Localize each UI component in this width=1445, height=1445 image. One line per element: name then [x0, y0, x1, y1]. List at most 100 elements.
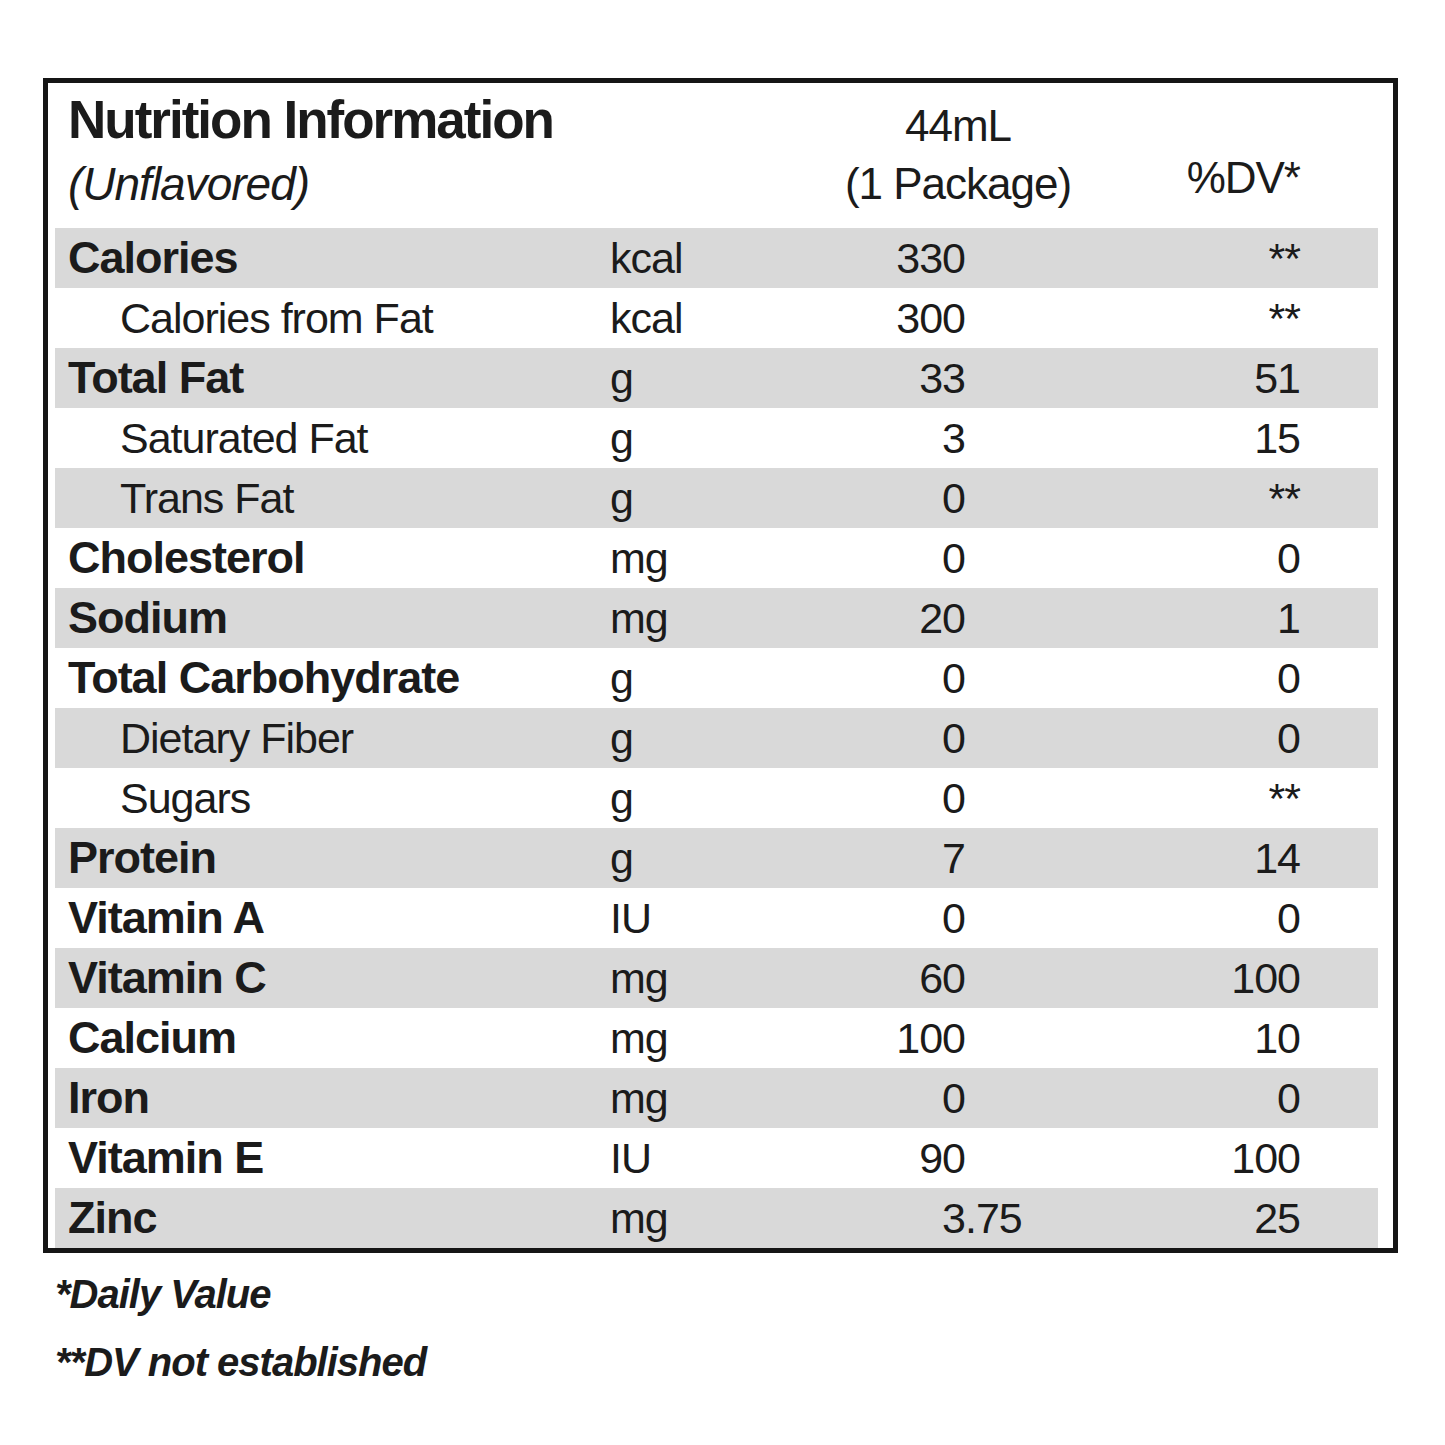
nutrient-name: Total Carbohydrate — [68, 648, 459, 708]
nutrient-dv: 100 — [965, 948, 1300, 1008]
footnote-dv-not-established: **DV not established — [55, 1340, 426, 1408]
nutrient-amount: 3 — [830, 408, 965, 468]
nutrient-name: Saturated Fat — [120, 408, 368, 468]
amount-integer: 60 — [919, 954, 965, 1002]
nutrient-name: Zinc — [68, 1188, 157, 1248]
nutrient-unit: IU — [610, 888, 651, 948]
dv-column-header: %DV* — [1050, 153, 1300, 203]
amount-integer: 3 — [942, 1194, 965, 1242]
nutrient-amount: 0 — [830, 648, 965, 708]
nutrient-row-calories-from-fat: Calories from Fat kcal 300** — [55, 288, 1378, 348]
nutrient-amount: 300 — [830, 288, 965, 348]
nutrient-unit: g — [610, 708, 633, 768]
nutrient-unit: IU — [610, 1128, 651, 1188]
nutrient-unit: kcal — [610, 228, 682, 288]
table-title: Nutrition Information — [68, 89, 553, 150]
nutrient-row-saturated-fat: Saturated Fat g 315 — [55, 408, 1378, 468]
nutrient-row-vitamin-c: Vitamin Cmg60100 — [55, 948, 1378, 1008]
nutrient-dv: 25 — [965, 1188, 1300, 1248]
nutrient-name: Cholesterol — [68, 528, 305, 588]
nutrient-unit: g — [610, 348, 633, 408]
nutrient-amount: 7 — [830, 828, 965, 888]
nutrient-row-zinc: Zincmg3.7525 — [55, 1188, 1378, 1248]
amount-integer: 0 — [942, 774, 965, 822]
nutrient-name: Calories — [68, 228, 238, 288]
nutrient-unit: mg — [610, 528, 668, 588]
nutrient-row-vitamin-a: Vitamin A IU 00 — [55, 888, 1378, 948]
nutrient-amount: 90 — [830, 1128, 965, 1188]
nutrient-name: Vitamin E — [68, 1128, 263, 1188]
nutrient-unit: mg — [610, 1008, 668, 1068]
nutrient-row-sodium: Sodiummg201 — [55, 588, 1378, 648]
nutrient-name: Iron — [68, 1068, 149, 1128]
nutrient-dv: ** — [965, 228, 1300, 288]
nutrient-unit: g — [610, 468, 633, 528]
nutrient-unit: g — [610, 408, 633, 468]
table-header: Nutrition Information (Unflavored) 44mL … — [48, 83, 1393, 228]
amount-integer: 3 — [942, 414, 965, 462]
nutrient-amount: 0 — [830, 888, 965, 948]
nutrient-unit: g — [610, 828, 633, 888]
nutrient-name: Protein — [68, 828, 216, 888]
table-subtitle: (Unflavored) — [68, 157, 309, 211]
nutrient-row-total-fat: Total Fatg3351 — [55, 348, 1378, 408]
nutrient-amount: 330 — [830, 228, 965, 288]
amount-integer: 33 — [919, 354, 965, 402]
nutrient-unit: mg — [610, 1068, 668, 1128]
nutrient-dv: 10 — [965, 1008, 1300, 1068]
nutrient-row-iron: Iron mg 00 — [55, 1068, 1378, 1128]
nutrient-dv: 15 — [965, 408, 1300, 468]
nutrient-amount: 33 — [830, 348, 965, 408]
nutrient-amount: 0 — [830, 528, 965, 588]
nutrient-dv: 0 — [965, 648, 1300, 708]
nutrient-dv: ** — [965, 768, 1300, 828]
nutrient-rows: Calorieskcal330**Calories from Fatkcal30… — [48, 228, 1393, 1248]
nutrient-row-calories: Calories kcal 330** — [55, 228, 1378, 288]
nutrient-dv: 0 — [965, 888, 1300, 948]
nutrient-name: Trans Fat — [120, 468, 293, 528]
amount-integer: 0 — [942, 714, 965, 762]
nutrient-dv: ** — [965, 468, 1300, 528]
nutrient-dv: 0 — [965, 708, 1300, 768]
nutrient-dv: 0 — [965, 528, 1300, 588]
nutrient-name: Dietary Fiber — [120, 708, 353, 768]
nutrient-row-dietary-fiber: Dietary Fiber g 00 — [55, 708, 1378, 768]
nutrient-dv: 100 — [965, 1128, 1300, 1188]
nutrient-name: Calcium — [68, 1008, 236, 1068]
nutrition-label-page: Nutrition Information (Unflavored) 44mL … — [0, 0, 1445, 1445]
amount-integer: 7 — [942, 834, 965, 882]
amount-integer: 100 — [896, 1014, 965, 1062]
amount-integer: 0 — [942, 1074, 965, 1122]
nutrient-name: Total Fat — [68, 348, 243, 408]
nutrition-table: Nutrition Information (Unflavored) 44mL … — [43, 78, 1398, 1253]
footnotes: *Daily Value **DV not established — [55, 1272, 426, 1408]
serving-size-volume: 44mL — [808, 97, 1108, 155]
footnote-daily-value: *Daily Value — [55, 1272, 426, 1340]
nutrient-amount: 60 — [830, 948, 965, 1008]
nutrient-unit: g — [610, 648, 633, 708]
amount-integer: 20 — [919, 594, 965, 642]
amount-integer: 0 — [942, 534, 965, 582]
nutrient-name: Vitamin A — [68, 888, 264, 948]
nutrient-amount: 0 — [830, 468, 965, 528]
nutrient-row-calcium: Calcium mg 10010 — [55, 1008, 1378, 1068]
nutrient-dv: 14 — [965, 828, 1300, 888]
nutrient-dv: 0 — [965, 1068, 1300, 1128]
nutrient-unit: mg — [610, 1188, 668, 1248]
amount-integer: 330 — [896, 234, 965, 282]
nutrient-row-sugars: Sugars g 0** — [55, 768, 1378, 828]
nutrient-unit: kcal — [610, 288, 682, 348]
nutrient-dv: ** — [965, 288, 1300, 348]
nutrient-row-vitamin-e: Vitamin E IU 90100 — [55, 1128, 1378, 1188]
nutrient-row-cholesterol: Cholesterol mg 00 — [55, 528, 1378, 588]
nutrient-name: Sugars — [120, 768, 250, 828]
nutrient-name: Calories from Fat — [120, 288, 433, 348]
nutrient-amount: 0 — [830, 768, 965, 828]
nutrient-amount: 0 — [830, 708, 965, 768]
nutrient-row-total-carbohydrate: Total Carbohydrate g 00 — [55, 648, 1378, 708]
amount-integer: 90 — [919, 1134, 965, 1182]
nutrient-name: Vitamin C — [68, 948, 266, 1008]
nutrient-unit: g — [610, 768, 633, 828]
nutrient-amount: 20 — [830, 588, 965, 648]
nutrient-dv: 1 — [965, 588, 1300, 648]
